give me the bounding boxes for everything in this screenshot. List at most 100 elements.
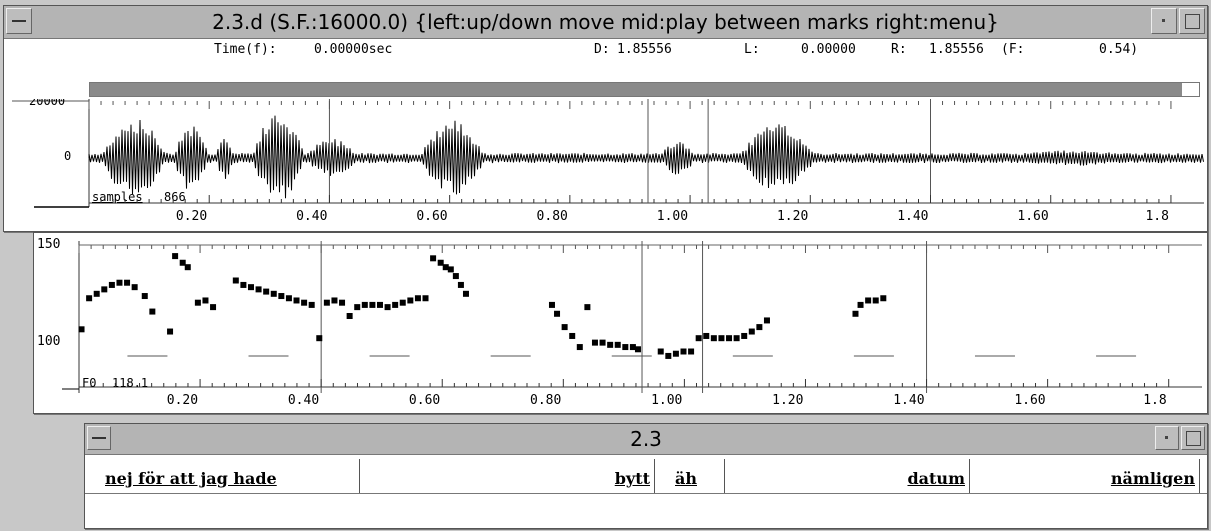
f0-point	[657, 348, 664, 355]
f0-point	[93, 290, 100, 297]
scrollbar-thumb[interactable]	[90, 83, 1183, 96]
f0-point	[748, 328, 755, 335]
f0-point	[462, 290, 469, 297]
segment-marks	[328, 99, 932, 203]
f0-point	[278, 293, 285, 300]
f0-point	[733, 335, 740, 342]
label-tier[interactable]: nej för att jag hade bytt äh datum nämligen	[85, 455, 1207, 527]
x-ticks	[88, 195, 1172, 203]
f0-x-tick-label: 1.8	[1143, 393, 1167, 408]
f0-point	[116, 279, 123, 286]
f0-point	[857, 301, 864, 308]
f0-point	[255, 286, 262, 293]
f0-points	[78, 253, 887, 359]
waveform-titlebar[interactable]: 2.3.d (S.F.:16000.0) {left:up/down move …	[4, 6, 1207, 39]
label-tier-baseline	[85, 493, 1207, 494]
label-titlebar[interactable]: 2.3	[85, 424, 1207, 455]
time-value: 0.00000sec	[314, 42, 393, 57]
f0-readout-label: F0	[82, 376, 96, 390]
x-tick-label: 0.80	[536, 209, 568, 224]
f0-point	[131, 284, 138, 291]
f0-point	[301, 299, 308, 306]
f0-point	[354, 304, 361, 311]
f0-point	[167, 328, 174, 335]
f0-point	[392, 301, 399, 308]
f0-point	[240, 281, 247, 288]
f0-point	[86, 295, 93, 302]
f0-point	[763, 317, 770, 324]
f0-point	[672, 350, 679, 357]
f0-point	[741, 332, 748, 339]
label-segment-text: nämligen	[1110, 469, 1195, 488]
f0-point	[210, 304, 217, 311]
f0-point	[78, 326, 85, 333]
minimize-button[interactable]	[1151, 8, 1177, 34]
f0-x-tick-label: 0.20	[166, 393, 199, 408]
minus-icon	[12, 20, 26, 22]
x-tick-label: 0.40	[296, 209, 328, 224]
f0-point	[101, 286, 108, 293]
f0-x-tick-label: 0.40	[287, 393, 320, 408]
f0-point	[591, 339, 598, 346]
f0-point	[346, 313, 353, 319]
f0-x-tick-label: 1.20	[772, 393, 804, 408]
f0-window: 150 100 F0 118.1 0.20 0.40 0.60 0.80 1.00 1.2…	[33, 232, 1208, 414]
f0-point	[548, 301, 555, 308]
label-segment[interactable]: datum	[725, 459, 970, 493]
waveform-plot[interactable]: 20000 0 samples 866	[4, 99, 1207, 229]
window-menu-button[interactable]	[6, 8, 32, 34]
f0-point	[124, 279, 131, 286]
f-label: (F:	[1001, 42, 1025, 57]
x-tick-label: 1.40	[897, 209, 929, 224]
time-scrollbar[interactable]	[89, 82, 1200, 97]
f0-x-tick-label: 1.60	[1014, 393, 1046, 408]
f0-point	[584, 304, 591, 311]
d-label: D:	[594, 42, 610, 57]
f0-point	[285, 295, 292, 302]
f0-point	[614, 341, 621, 348]
x-tick-label: 0.20	[175, 209, 208, 224]
samples-value: 866	[164, 190, 186, 204]
cursor-info-bar: Time(f): 0.00000sec D: 1.85556 L: 0.0000…	[89, 40, 1199, 62]
f0-point	[293, 297, 300, 304]
f0-point	[263, 288, 270, 295]
f0-point	[149, 308, 156, 315]
f0-point	[718, 335, 725, 342]
label-segment[interactable]: nej för att jag hade	[85, 459, 360, 493]
maximize-button[interactable]	[1179, 8, 1205, 34]
f0-point	[680, 348, 687, 355]
waveform-trace	[88, 115, 1204, 199]
f0-point	[576, 344, 583, 351]
f0-point	[247, 284, 254, 291]
f0-x-tick-label: 0.60	[408, 393, 441, 408]
label-segment[interactable]: äh	[655, 459, 725, 493]
label-window-menu-button[interactable]	[87, 426, 111, 450]
f0-x-ticks	[78, 245, 1170, 387]
f0-point	[414, 295, 421, 302]
f0-plot[interactable]: 150 100 F0 118.1	[34, 233, 1207, 413]
f0-point	[865, 297, 872, 304]
f0-point	[457, 281, 464, 288]
f0-point	[184, 264, 191, 271]
f0-point	[710, 335, 717, 342]
label-maximize-button[interactable]	[1181, 426, 1205, 450]
label-minimize-button[interactable]	[1155, 426, 1179, 450]
f0-point	[852, 310, 859, 317]
f0-point	[561, 324, 568, 331]
f0-point	[108, 281, 115, 288]
f0-point	[369, 301, 376, 308]
f0-point	[634, 346, 641, 353]
f0-point	[422, 295, 429, 302]
f0-point	[430, 255, 437, 262]
label-segment[interactable]: bytt	[360, 459, 655, 493]
label-segment-text: datum	[907, 469, 965, 488]
f0-point	[726, 335, 733, 342]
dot-icon	[1165, 436, 1168, 439]
label-window-title: 2.3	[630, 427, 662, 451]
l-value: 0.00000	[801, 42, 856, 57]
f0-point	[399, 299, 406, 306]
f0-point	[665, 352, 672, 359]
label-segment[interactable]: nämligen	[970, 459, 1200, 493]
f0-readout-value: 118.1	[112, 376, 148, 390]
waveform-window: 2.3.d (S.F.:16000.0) {left:up/down move …	[3, 5, 1208, 232]
